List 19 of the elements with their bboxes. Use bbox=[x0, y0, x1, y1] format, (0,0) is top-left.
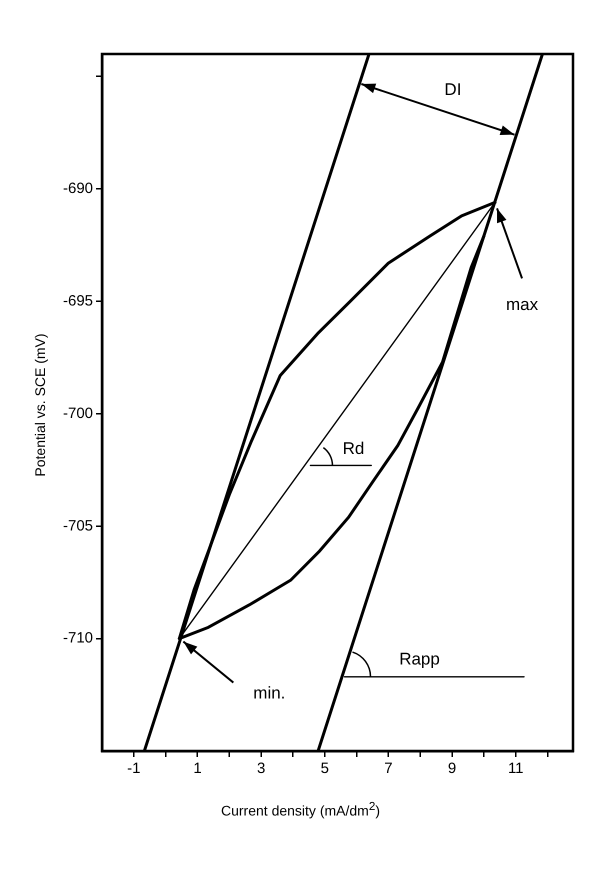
annotation: DI bbox=[444, 80, 462, 100]
x-tick-label: 9 bbox=[448, 760, 456, 778]
y-tick-label: -705 bbox=[62, 517, 94, 534]
x-tick-label: 5 bbox=[320, 760, 329, 778]
x-tick-label: 1 bbox=[193, 760, 202, 778]
y-tick-label: -690 bbox=[62, 180, 94, 198]
y-axis-title: Potential vs. SCE (mV) bbox=[32, 333, 48, 477]
x-tick-label: 11 bbox=[508, 760, 524, 778]
x-tick-label: 7 bbox=[384, 760, 393, 778]
x-tick-label: -1 bbox=[127, 760, 141, 778]
x-axis-title: Current density (mA/dm$^{2}$) bbox=[220, 800, 381, 819]
annotation: min. bbox=[253, 683, 286, 702]
y-tick-label: -710 bbox=[62, 630, 94, 647]
annotation: Rapp bbox=[399, 649, 440, 668]
annotation: max bbox=[506, 295, 539, 314]
y-tick-label: -700 bbox=[62, 404, 94, 422]
annotation: Rd bbox=[342, 439, 364, 458]
x-tick-label: 3 bbox=[256, 760, 266, 778]
y-tick-label: -695 bbox=[62, 292, 94, 310]
